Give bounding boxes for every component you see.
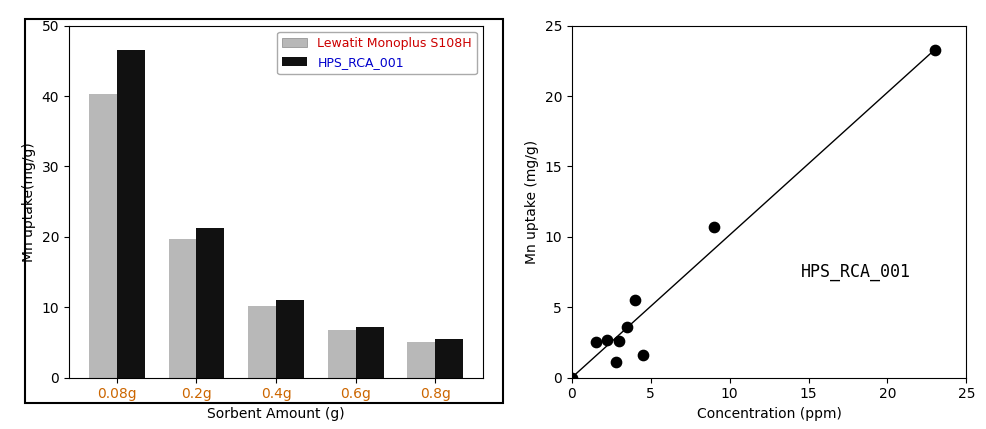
Legend: Lewatit Monoplus S108H, HPS_RCA_001: Lewatit Monoplus S108H, HPS_RCA_001 [277,32,477,74]
Bar [407,342,436,378]
Bar [196,228,225,378]
Point [564,374,580,381]
X-axis label: Sorbent Amount (g): Sorbent Amount (g) [207,407,345,421]
Bar [328,329,356,378]
X-axis label: Concentration (ppm): Concentration (ppm) [697,407,841,421]
Bar [436,339,463,378]
Bar [116,50,145,378]
Point [627,297,643,304]
Point [588,339,603,346]
Point [599,336,614,343]
Y-axis label: Mn uptake(mg/g): Mn uptake(mg/g) [22,142,36,262]
Point [706,224,722,230]
Bar [356,327,384,378]
Point [611,338,627,344]
Text: HPS_RCA_001: HPS_RCA_001 [801,263,911,281]
Point [635,352,651,359]
Bar [169,239,196,378]
Bar [248,306,276,378]
Y-axis label: Mn uptake (mg/g): Mn uptake (mg/g) [525,139,539,264]
Bar [276,300,304,378]
Point [927,46,943,53]
Point [608,359,624,366]
Bar [89,94,116,378]
Point [619,323,635,330]
